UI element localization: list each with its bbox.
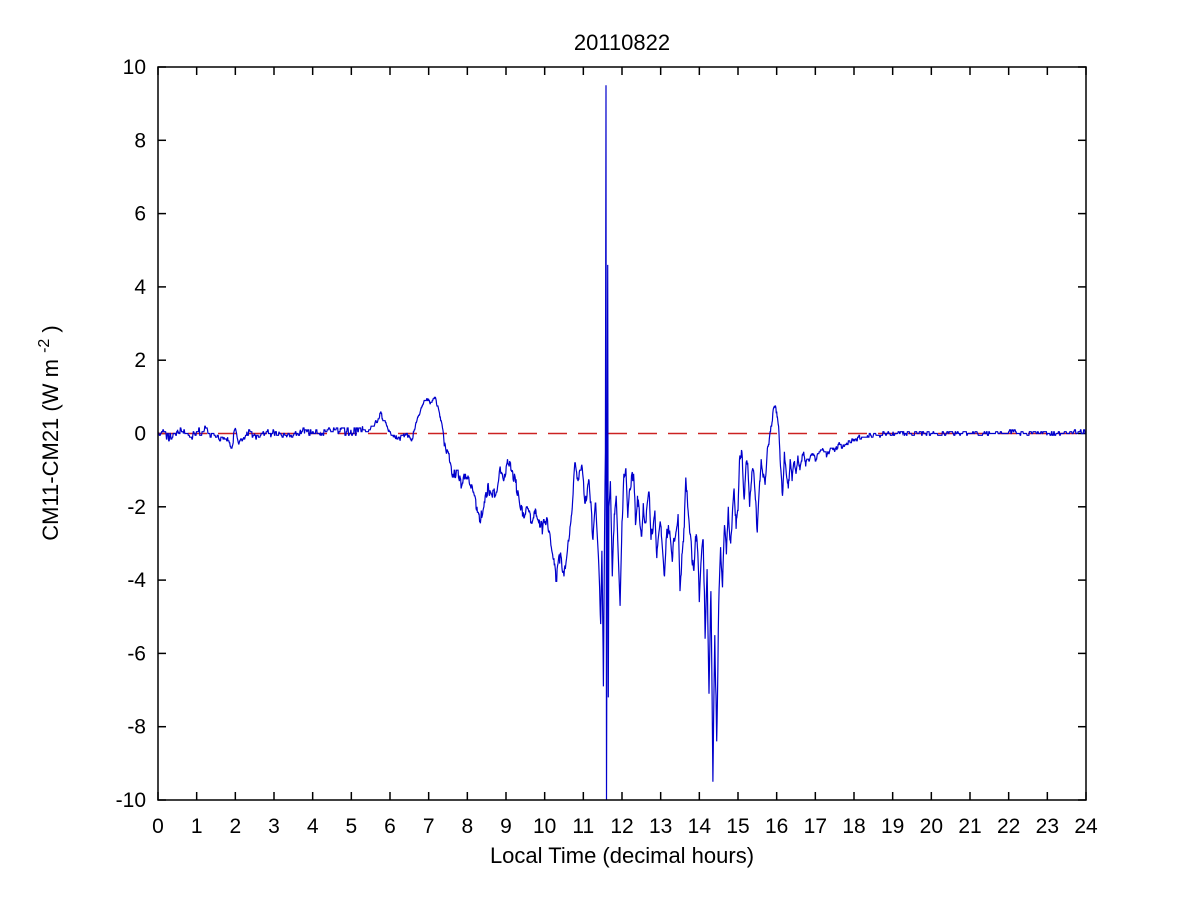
y-tick-label: 10 bbox=[123, 56, 146, 79]
x-tick-label: 3 bbox=[268, 815, 280, 838]
y-tick-label: 4 bbox=[134, 276, 146, 299]
y-axis-label-exponent: -2 bbox=[36, 339, 53, 353]
x-tick-label: 16 bbox=[765, 815, 788, 838]
x-tick-label: 18 bbox=[842, 815, 865, 838]
ticks-layer: 0 1 2 3 4 5 6 7 8 9 10 11 12 13 14 15 16 17 18 19 20 21 22 23 24… bbox=[116, 56, 1098, 838]
y-axis-label-close: ) bbox=[38, 325, 63, 332]
y-tick-label: 0 bbox=[134, 423, 146, 446]
x-axis-label: Local Time (decimal hours) bbox=[490, 843, 754, 868]
plot-box-frame bbox=[157, 66, 1087, 801]
y-axis-label-main: CM11-CM21 (W m bbox=[38, 359, 63, 541]
y-tick-label: -2 bbox=[127, 496, 146, 519]
y-tick-label: -6 bbox=[127, 642, 146, 665]
x-tick-label: 15 bbox=[726, 815, 749, 838]
difference-series-line bbox=[157, 85, 1087, 801]
x-tick-label: 9 bbox=[500, 815, 512, 838]
y-tick-label: -8 bbox=[127, 716, 146, 739]
x-tick-label: 23 bbox=[1036, 815, 1059, 838]
x-tick-label: 6 bbox=[384, 815, 396, 838]
x-tick-label: 4 bbox=[307, 815, 319, 838]
y-tick-label: -10 bbox=[116, 789, 146, 812]
x-tick-label: 7 bbox=[423, 815, 435, 838]
x-tick-label: 19 bbox=[881, 815, 904, 838]
x-tick-label: 12 bbox=[610, 815, 633, 838]
y-axis-label: CM11-CM21 (W m -2 ) bbox=[29, 325, 63, 541]
x-tick-label: 22 bbox=[997, 815, 1020, 838]
x-tick-label: 10 bbox=[533, 815, 556, 838]
x-tick-label: 0 bbox=[152, 815, 164, 838]
x-tick-label: 17 bbox=[804, 815, 827, 838]
y-tick-label: -4 bbox=[127, 569, 146, 592]
x-tick-label: 1 bbox=[191, 815, 203, 838]
x-tick-label: 24 bbox=[1074, 815, 1098, 838]
y-tick-label: 8 bbox=[134, 129, 146, 152]
x-tick-label: 20 bbox=[920, 815, 943, 838]
chart-title: 20110822 bbox=[574, 30, 670, 55]
x-tick-label: 11 bbox=[572, 815, 594, 838]
x-tick-label: 5 bbox=[345, 815, 357, 838]
x-tick-label: 13 bbox=[649, 815, 672, 838]
x-tick-label: 8 bbox=[461, 815, 473, 838]
x-tick-label: 14 bbox=[688, 815, 712, 838]
x-tick-label: 2 bbox=[229, 815, 241, 838]
x-tick-label: 21 bbox=[958, 815, 981, 838]
y-tick-label: 6 bbox=[134, 203, 146, 226]
y-tick-label: 2 bbox=[134, 349, 146, 372]
